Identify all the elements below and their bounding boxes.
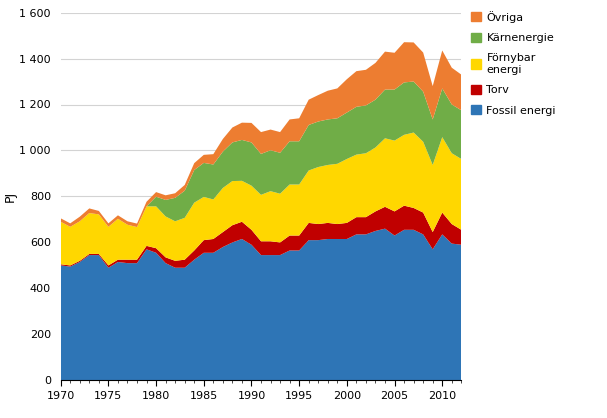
Legend: Övriga, Kärnenergie, Förnybar
energi, Torv, Fossil energi: Övriga, Kärnenergie, Förnybar energi, To… xyxy=(471,11,556,116)
Y-axis label: PJ: PJ xyxy=(4,191,16,202)
